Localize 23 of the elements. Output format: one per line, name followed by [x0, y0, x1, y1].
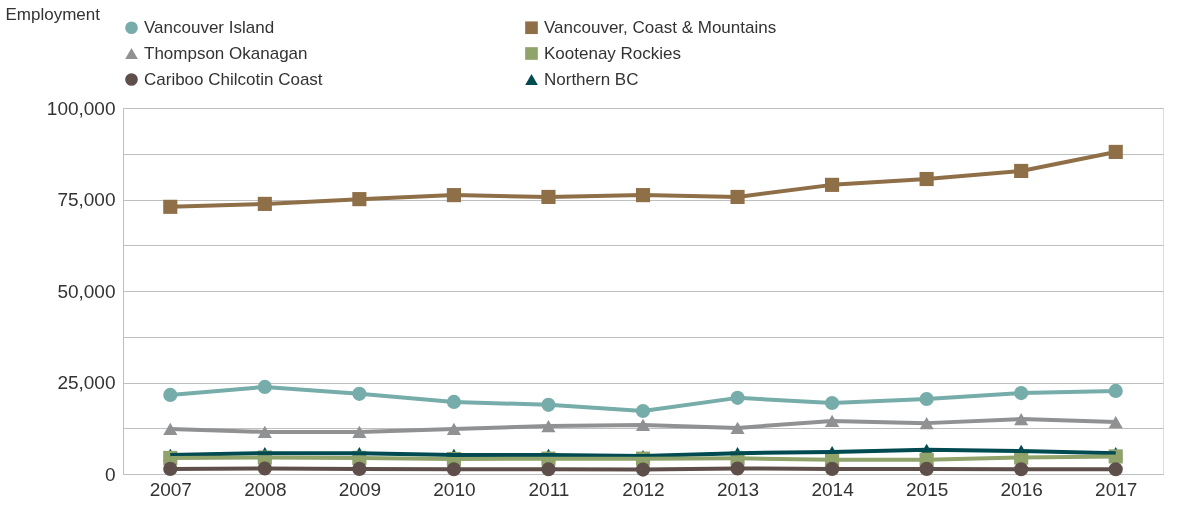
y-axis-title: Employment — [5, 4, 101, 24]
legend-label: Vancouver Island — [144, 17, 275, 37]
y-tick-label: 100,000 — [46, 97, 116, 119]
x-tick-label: 2011 — [528, 478, 570, 500]
legend-label: Northern BC — [544, 69, 639, 89]
legend-label: Kootenay Rockies — [544, 43, 682, 63]
legend-label: Vancouver, Coast & Mountains — [544, 17, 777, 37]
x-tick-label: 2015 — [906, 478, 949, 500]
y-tick-label: 0 — [104, 463, 116, 485]
x-tick-label: 2010 — [433, 478, 476, 500]
x-tick-label: 2016 — [1000, 478, 1043, 500]
x-tick-label: 2012 — [622, 478, 665, 500]
x-tick-label: 2007 — [149, 478, 192, 500]
x-tick-label: 2013 — [716, 478, 760, 500]
x-tick-label: 2014 — [811, 478, 855, 500]
y-tick-label: 75,000 — [57, 189, 116, 210]
x-tick-label: 2009 — [338, 478, 381, 500]
y-tick-label: 50,000 — [57, 280, 116, 302]
legend-label: Cariboo Chilcotin Coast — [144, 69, 323, 89]
x-tick-label: 2008 — [244, 478, 287, 500]
x-tick-label: 2017 — [1095, 478, 1138, 500]
y-tick-label: 25,000 — [57, 372, 116, 393]
legend-label: Thompson Okanagan — [144, 43, 308, 63]
